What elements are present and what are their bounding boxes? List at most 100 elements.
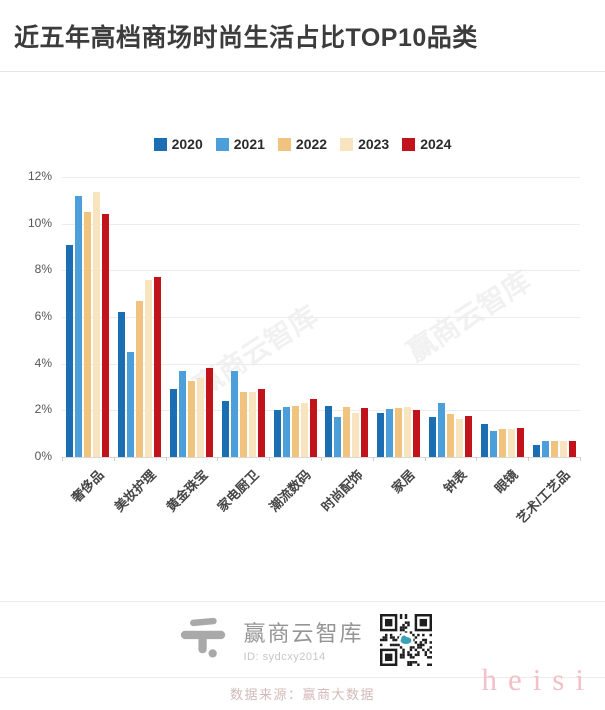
legend-item-2022: 2022 bbox=[277, 136, 328, 152]
legend-label: 2023 bbox=[358, 136, 390, 152]
x-axis-tick bbox=[62, 457, 63, 461]
x-axis-tick bbox=[113, 457, 115, 461]
legend-label: 2020 bbox=[171, 136, 203, 152]
bar-2023-美妆护理 bbox=[145, 280, 153, 457]
bar-2021-时尚配饰 bbox=[334, 417, 342, 457]
legend-swatch bbox=[215, 137, 229, 151]
header: 近五年高档商场时尚生活占比TOP10品类 bbox=[0, 0, 605, 72]
y-axis-tick-label: 2% bbox=[34, 402, 52, 417]
legend-swatch bbox=[340, 137, 354, 151]
bar-2021-家居 bbox=[386, 409, 394, 457]
gridline bbox=[62, 223, 580, 225]
bar-2023-家电厨卫 bbox=[248, 392, 256, 457]
x-axis-tick bbox=[528, 457, 530, 461]
legend-item-2024: 2024 bbox=[402, 136, 451, 152]
gridline bbox=[62, 410, 580, 412]
bar-2023-奢侈品 bbox=[93, 192, 101, 457]
diagonal-watermark: 赢商云智库 bbox=[401, 265, 536, 368]
x-axis-tick bbox=[476, 457, 478, 461]
legend-item-2020: 2020 bbox=[153, 136, 203, 152]
bar-2022-奢侈品 bbox=[84, 212, 92, 457]
x-axis-tick bbox=[217, 457, 219, 461]
bar-2021-眼镜 bbox=[489, 431, 497, 457]
bar-2022-眼镜 bbox=[498, 429, 506, 457]
brand-text: 赢商云智库 ID: sydcxy2014 bbox=[243, 616, 363, 663]
corner-watermark: heisi bbox=[481, 662, 595, 697]
bar-2024-家居 bbox=[413, 410, 421, 457]
bar-2022-艺术/工艺品 bbox=[550, 441, 558, 457]
legend-label: 2024 bbox=[420, 136, 452, 152]
bar-2024-奢侈品 bbox=[102, 214, 110, 457]
bar-2023-钟表 bbox=[456, 419, 463, 457]
brand-name: 赢商云智库 bbox=[243, 621, 364, 646]
bar-2024-艺术/工艺品 bbox=[568, 441, 576, 457]
x-axis-tick bbox=[580, 457, 581, 461]
bar-2024-眼镜 bbox=[516, 428, 524, 457]
y-axis-tick-label: 0% bbox=[34, 449, 52, 463]
y-axis-tick-label: 4% bbox=[34, 355, 52, 370]
bar-2024-时尚配饰 bbox=[361, 408, 369, 457]
gridline bbox=[62, 363, 580, 365]
x-axis-tick bbox=[269, 457, 271, 461]
bar-2022-家电厨卫 bbox=[239, 392, 247, 457]
legend-label: 2021 bbox=[233, 136, 265, 152]
bar-2020-奢侈品 bbox=[66, 245, 74, 457]
bar-2023-艺术/工艺品 bbox=[559, 441, 567, 457]
bar-2022-钟表 bbox=[447, 414, 454, 457]
footer-brand-bar: 赢商云智库 ID: sydcxy2014 bbox=[0, 601, 605, 678]
bar-2024-黄金珠宝 bbox=[206, 368, 213, 457]
bar-2024-家电厨卫 bbox=[257, 389, 265, 457]
x-axis-tick bbox=[165, 457, 167, 461]
data-source-note: 数据来源：赢商大数据 bbox=[229, 687, 375, 702]
bar-2021-家电厨卫 bbox=[230, 371, 238, 457]
bar-2020-艺术/工艺品 bbox=[532, 445, 540, 457]
bar-2023-眼镜 bbox=[507, 429, 515, 457]
bar-2021-美妆护理 bbox=[127, 352, 135, 457]
gridline bbox=[62, 270, 580, 272]
bar-2020-美妆护理 bbox=[118, 312, 126, 457]
bar-2021-钟表 bbox=[438, 403, 445, 457]
bar-2022-黄金珠宝 bbox=[188, 381, 195, 457]
y-axis-tick-label: 8% bbox=[34, 262, 52, 277]
bar-2021-艺术/工艺品 bbox=[541, 441, 549, 457]
x-axis-tick bbox=[424, 457, 426, 461]
x-axis-tick bbox=[321, 457, 322, 461]
y-axis-tick-label: 12% bbox=[27, 169, 52, 183]
bar-2021-潮流数码 bbox=[282, 407, 290, 457]
legend-swatch bbox=[402, 137, 416, 151]
bar-2020-潮流数码 bbox=[273, 410, 281, 457]
bar-2020-家居 bbox=[377, 413, 385, 457]
legend-item-2021: 2021 bbox=[215, 136, 265, 152]
brand-logo-icon bbox=[181, 617, 226, 658]
bar-2020-眼镜 bbox=[480, 424, 488, 457]
gridline bbox=[62, 317, 580, 318]
bar-2022-美妆护理 bbox=[136, 301, 144, 457]
bar-2023-黄金珠宝 bbox=[197, 378, 204, 457]
bar-2020-黄金珠宝 bbox=[170, 389, 177, 457]
bar-2020-钟表 bbox=[429, 417, 436, 457]
legend-swatch bbox=[153, 137, 167, 151]
bar-2024-美妆护理 bbox=[154, 277, 162, 457]
legend-swatch bbox=[277, 137, 291, 151]
brand-id: ID: sydcxy2014 bbox=[243, 651, 326, 663]
chart-legend: 2020 2021 2022 2023 2024 bbox=[0, 136, 605, 152]
bar-2024-钟表 bbox=[465, 416, 472, 457]
bar-2024-潮流数码 bbox=[309, 399, 317, 457]
legend-label: 2022 bbox=[295, 136, 328, 152]
legend-item-2023: 2023 bbox=[340, 136, 389, 152]
bar-2021-奢侈品 bbox=[75, 196, 83, 457]
bar-2023-潮流数码 bbox=[300, 403, 308, 457]
bar-2021-黄金珠宝 bbox=[179, 371, 186, 457]
bar-2023-时尚配饰 bbox=[352, 413, 360, 457]
x-axis-tick bbox=[372, 457, 374, 461]
bar-2022-家居 bbox=[395, 408, 403, 457]
gridline bbox=[62, 177, 580, 178]
bar-2022-时尚配饰 bbox=[343, 407, 351, 457]
bar-2023-家居 bbox=[404, 407, 412, 457]
bar-2020-时尚配饰 bbox=[325, 406, 333, 457]
y-axis-tick-label: 6% bbox=[34, 309, 52, 323]
y-axis-tick-label: 10% bbox=[27, 215, 52, 230]
bar-2020-家电厨卫 bbox=[221, 401, 229, 457]
